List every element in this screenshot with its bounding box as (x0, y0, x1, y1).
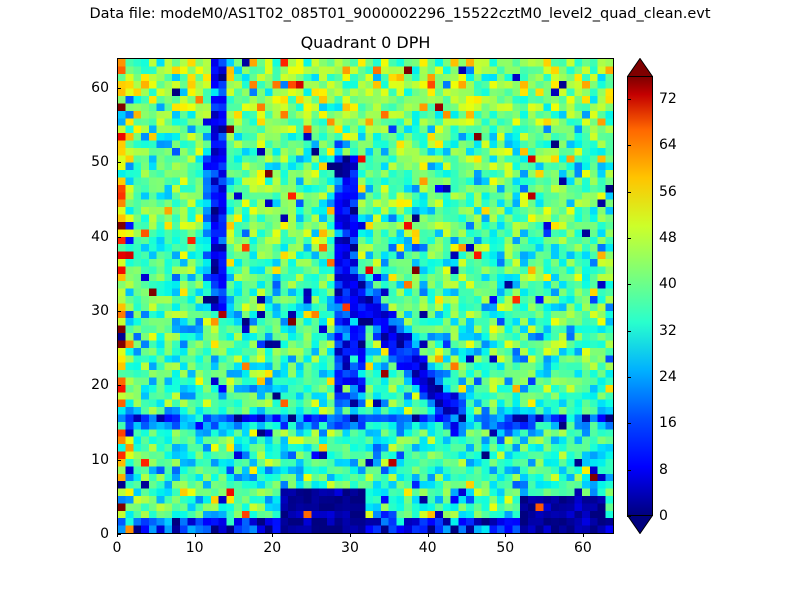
colorbar-tick-mark (627, 99, 631, 101)
y-tick-mark (117, 87, 121, 89)
colorbar-tick-mark (627, 145, 631, 147)
figure-suptitle: Data file: modeM0/AS1T02_085T01_90000022… (89, 6, 711, 22)
y-tick-mark (117, 534, 121, 535)
x-tick-mark (505, 533, 507, 537)
y-tick-mark (117, 236, 121, 238)
colorbar-tick-label: 32 (659, 322, 677, 339)
x-tick-mark (582, 533, 584, 537)
heatmap-image (118, 59, 613, 533)
x-tick-label: 20 (263, 540, 282, 556)
y-tick-mark (117, 385, 121, 387)
x-tick-label: 10 (185, 540, 204, 556)
x-tick-mark (194, 533, 196, 537)
colorbar-tick-label: 48 (659, 230, 677, 247)
axes-title: Quadrant 0 DPH (300, 33, 431, 52)
colorbar-extend-bottom-outline (627, 515, 653, 534)
y-tick-mark (117, 162, 121, 164)
colorbar-tick-mark (627, 330, 631, 332)
y-tick-label: 40 (91, 228, 109, 245)
colorbar-tick-label: 64 (659, 137, 677, 154)
x-tick-mark (272, 533, 274, 537)
colorbar-tick-mark (627, 469, 631, 471)
y-tick-label: 60 (91, 79, 109, 96)
x-tick-mark (349, 533, 351, 537)
y-tick-mark (117, 310, 121, 312)
y-tick-label: 10 (91, 451, 109, 468)
colorbar-tick-label: 16 (659, 415, 677, 432)
colorbar-tick-label: 8 (659, 461, 668, 478)
colorbar-tick-mark (627, 284, 631, 286)
x-tick-label: 30 (341, 540, 359, 556)
colorbar-tick-label: 24 (659, 369, 677, 386)
colorbar-tick-label: 0 (659, 508, 668, 524)
y-tick-label: 0 (100, 526, 109, 542)
x-tick-mark (427, 533, 429, 537)
colorbar-tick-mark (627, 423, 631, 425)
x-tick-label: 60 (574, 540, 592, 556)
heatmap-axes (117, 58, 614, 534)
colorbar-tick-mark (627, 516, 631, 517)
colorbar-gradient (627, 76, 653, 516)
colorbar: 0 8 16 24 32 40 48 56 64 72 (627, 58, 677, 534)
x-tick-mark (117, 533, 118, 537)
y-tick-label: 20 (91, 377, 109, 394)
colorbar-extend-top-outline (627, 58, 653, 77)
colorbar-tick-label: 72 (659, 91, 677, 108)
colorbar-tick-label: 40 (659, 276, 677, 293)
x-tick-label: 50 (496, 540, 515, 556)
x-tick-label: 0 (112, 540, 122, 556)
y-tick-label: 50 (91, 154, 109, 171)
y-tick-label: 30 (91, 302, 109, 319)
colorbar-tick-mark (627, 377, 631, 379)
colorbar-tick-mark (627, 238, 631, 240)
x-tick-label: 40 (418, 540, 437, 556)
colorbar-tick-mark (627, 191, 631, 193)
colorbar-tick-label: 56 (659, 183, 677, 200)
y-tick-mark (117, 459, 121, 461)
